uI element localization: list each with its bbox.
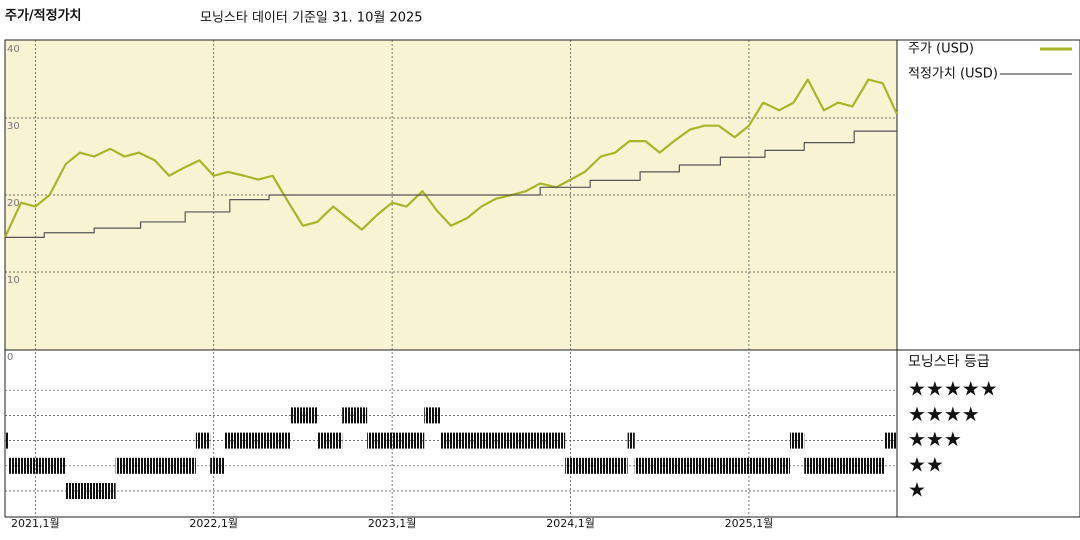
rating-bar <box>884 432 897 449</box>
chart-subtitle: 모닝스타 데이터 기준일 31. 10월 2025 <box>200 11 423 26</box>
rating-label: ★★ <box>908 452 944 476</box>
rating-bar <box>195 432 211 449</box>
rating-bar <box>210 457 225 474</box>
y-tick-label: 40 <box>7 44 20 55</box>
x-tick-label: 2023,1월 <box>368 517 417 530</box>
y-tick-label: 30 <box>7 121 20 132</box>
rating-bar <box>789 432 805 449</box>
rating-bar <box>342 407 368 424</box>
x-tick-label: 2025,1월 <box>725 517 774 530</box>
frame <box>4 39 1080 518</box>
rating-bar <box>115 457 196 474</box>
rating-label: ★★★ <box>908 427 962 451</box>
x-tick-label: 2024,1월 <box>546 517 595 530</box>
chart-title: 주가/적정가치 <box>5 8 82 24</box>
x-tick-label: 2022,1월 <box>189 517 238 530</box>
rating-label: ★★★★ <box>908 402 980 426</box>
rating-bar <box>367 432 425 449</box>
y-tick-label: 10 <box>7 275 20 286</box>
series-line <box>5 130 897 238</box>
rating-bar <box>804 457 885 474</box>
legend-label: 적정가치 (USD) <box>908 67 998 82</box>
rating-bar <box>440 432 566 449</box>
y-tick-label: 20 <box>7 198 20 209</box>
rating-label: ★★★★★ <box>908 377 998 401</box>
rating-bar <box>317 432 343 449</box>
rating-bar <box>8 457 66 474</box>
rating-bar <box>424 407 441 424</box>
rating-title: 모닝스타 등급 <box>908 354 990 370</box>
rating-bar <box>65 483 116 499</box>
rating-bar <box>5 432 9 449</box>
series-line <box>4 78 898 238</box>
rating-bar <box>565 457 628 474</box>
rating-bar <box>290 407 318 424</box>
x-tick-label: 2021,1월 <box>11 517 60 530</box>
legend-label: 주가 (USD) <box>908 42 974 57</box>
y-tick-label: 0 <box>7 352 13 363</box>
rating-label: ★ <box>908 478 926 502</box>
rating-bar <box>224 432 291 449</box>
rating-bar <box>627 432 635 449</box>
rating-bar <box>634 457 790 474</box>
